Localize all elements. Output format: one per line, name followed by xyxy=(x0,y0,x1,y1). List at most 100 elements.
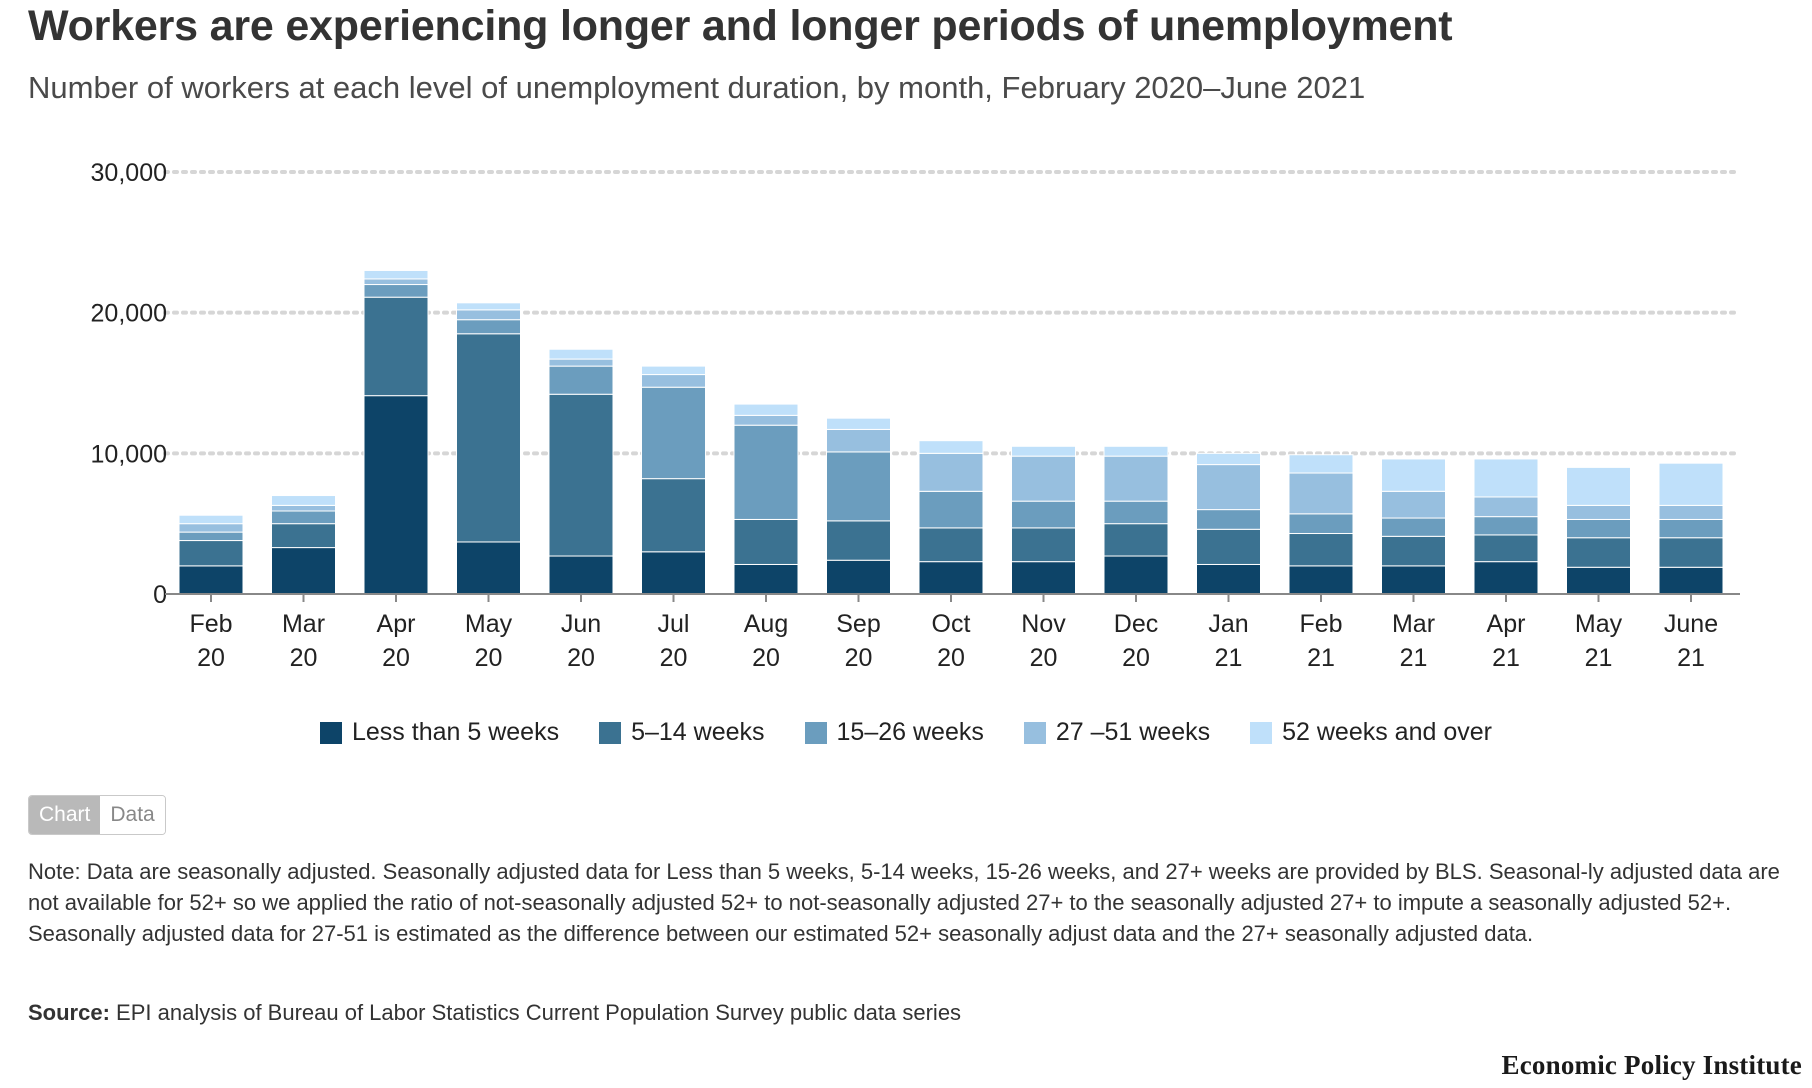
x-tick-label: Jul xyxy=(658,610,690,638)
bar-segment xyxy=(1381,490,1446,519)
x-tick-label: 20 xyxy=(937,644,965,672)
x-tick-label: 20 xyxy=(1030,644,1058,672)
legend-item[interactable]: 15–26 weeks xyxy=(804,718,984,747)
x-tick-label: Jan xyxy=(1208,610,1248,638)
legend-label: 15–26 weeks xyxy=(836,718,984,746)
y-tick-label: 0 xyxy=(153,581,167,609)
x-tick-label: Feb xyxy=(1299,610,1342,638)
bar-segment xyxy=(826,417,891,430)
bar-segment xyxy=(1566,504,1631,520)
legend-swatch xyxy=(320,721,342,744)
x-tick-label: 21 xyxy=(1215,644,1243,672)
bar-segment xyxy=(1566,466,1631,506)
bar-segment xyxy=(1473,496,1539,518)
bar-segment xyxy=(918,561,984,595)
bar-segment xyxy=(641,551,706,595)
x-tick-label: 20 xyxy=(475,644,503,672)
bar-segment xyxy=(826,451,891,522)
bar-segment xyxy=(548,348,614,360)
bar-segment xyxy=(1288,472,1354,515)
x-tick-label: June xyxy=(1664,610,1718,638)
bar-segment xyxy=(456,333,521,543)
x-tick-label: 20 xyxy=(660,644,688,672)
bar-segment xyxy=(1658,566,1724,595)
bar-segment xyxy=(1658,537,1724,568)
legend-item[interactable]: 27 –51 weeks xyxy=(1023,718,1211,747)
x-tick-label: 20 xyxy=(382,644,410,672)
bar-segment xyxy=(1011,527,1076,563)
chart-tab[interactable]: Chart xyxy=(29,796,101,834)
bar-segment xyxy=(1288,565,1354,595)
x-tick-label: 20 xyxy=(290,644,318,672)
bar-segment xyxy=(1381,565,1446,595)
legend-label: 27 –51 weeks xyxy=(1055,718,1211,746)
x-tick-label: 21 xyxy=(1492,644,1520,672)
bar-segment xyxy=(178,514,244,525)
x-tick-label: May xyxy=(465,610,513,638)
legend-label: 52 weeks and over xyxy=(1282,718,1492,746)
bar-segment xyxy=(1196,509,1261,530)
legend-swatch xyxy=(804,721,827,744)
bar-segment xyxy=(918,440,984,454)
bar-segment xyxy=(826,559,891,595)
bar-segment xyxy=(271,510,336,525)
bar-segment xyxy=(1473,561,1539,595)
bar-segment xyxy=(1288,513,1354,535)
bar-segment xyxy=(1288,533,1354,567)
legend: Less than 5 weeks 5–14 weeks 15–26 weeks 27… xyxy=(0,718,1812,747)
x-tick-label: 21 xyxy=(1307,644,1335,672)
x-tick-label: Oct xyxy=(932,610,971,638)
bar-segment xyxy=(456,541,521,595)
x-tick-label: 21 xyxy=(1677,644,1705,672)
bar-segment xyxy=(178,540,244,567)
bar-segment xyxy=(363,278,429,286)
bar-segment xyxy=(456,309,521,321)
x-tick-label: Aug xyxy=(744,610,788,638)
bar-segment xyxy=(733,563,799,595)
source-line: Source: EPI analysis of Bureau of Labor … xyxy=(28,1000,961,1026)
bar-segment xyxy=(271,547,336,595)
bar-segment xyxy=(1196,464,1261,511)
bar-segment xyxy=(178,565,244,595)
legend-item[interactable]: Less than 5 weeks xyxy=(320,718,559,747)
bar-segment xyxy=(733,518,799,565)
bar-segment xyxy=(1381,517,1446,537)
bar-segment xyxy=(1566,537,1631,568)
bar-segment xyxy=(178,531,244,542)
legend-item[interactable]: 5–14 weeks xyxy=(599,718,765,747)
bar-segment xyxy=(1103,445,1169,457)
bar-segment xyxy=(363,269,429,280)
legend-item[interactable]: 52 weeks and over xyxy=(1250,718,1492,747)
chart-note: Note: Data are seasonally adjusted. Seas… xyxy=(28,859,1780,946)
x-tick-label: Feb xyxy=(189,610,232,638)
bar-segment xyxy=(548,358,614,367)
bar-segment xyxy=(363,284,429,298)
bar-segment xyxy=(1473,516,1539,536)
view-toggle: Chart Data xyxy=(28,795,166,835)
legend-label: 5–14 weeks xyxy=(631,718,765,746)
x-tick-label: 20 xyxy=(567,644,595,672)
x-tick-label: Apr xyxy=(1487,610,1526,638)
legend-swatch xyxy=(599,721,622,744)
bar-segment xyxy=(1011,455,1076,502)
y-tick-label: 20,000 xyxy=(91,300,167,328)
x-tick-label: Mar xyxy=(1392,610,1435,638)
x-tick-label: Mar xyxy=(282,610,325,638)
bar-segment xyxy=(918,490,984,529)
legend-label: Less than 5 weeks xyxy=(352,718,560,746)
x-tick-label: 20 xyxy=(197,644,225,672)
source-label: Source: xyxy=(28,1000,110,1025)
y-tick-label: 30,000 xyxy=(91,159,167,187)
x-tick-label: Dec xyxy=(1114,610,1158,638)
data-tab[interactable]: Data xyxy=(100,796,165,834)
bar-segment xyxy=(1103,555,1169,595)
bar-segment xyxy=(548,555,614,595)
bar-segment xyxy=(1473,534,1539,563)
bar-segment xyxy=(918,452,984,492)
epi-logo: Economic Policy Institute xyxy=(1501,1050,1802,1080)
bar-segment xyxy=(271,504,336,512)
bar-segment xyxy=(363,296,429,397)
bar-segment xyxy=(1658,462,1724,506)
bar-segment xyxy=(548,365,614,395)
bar-segment xyxy=(1473,458,1539,498)
